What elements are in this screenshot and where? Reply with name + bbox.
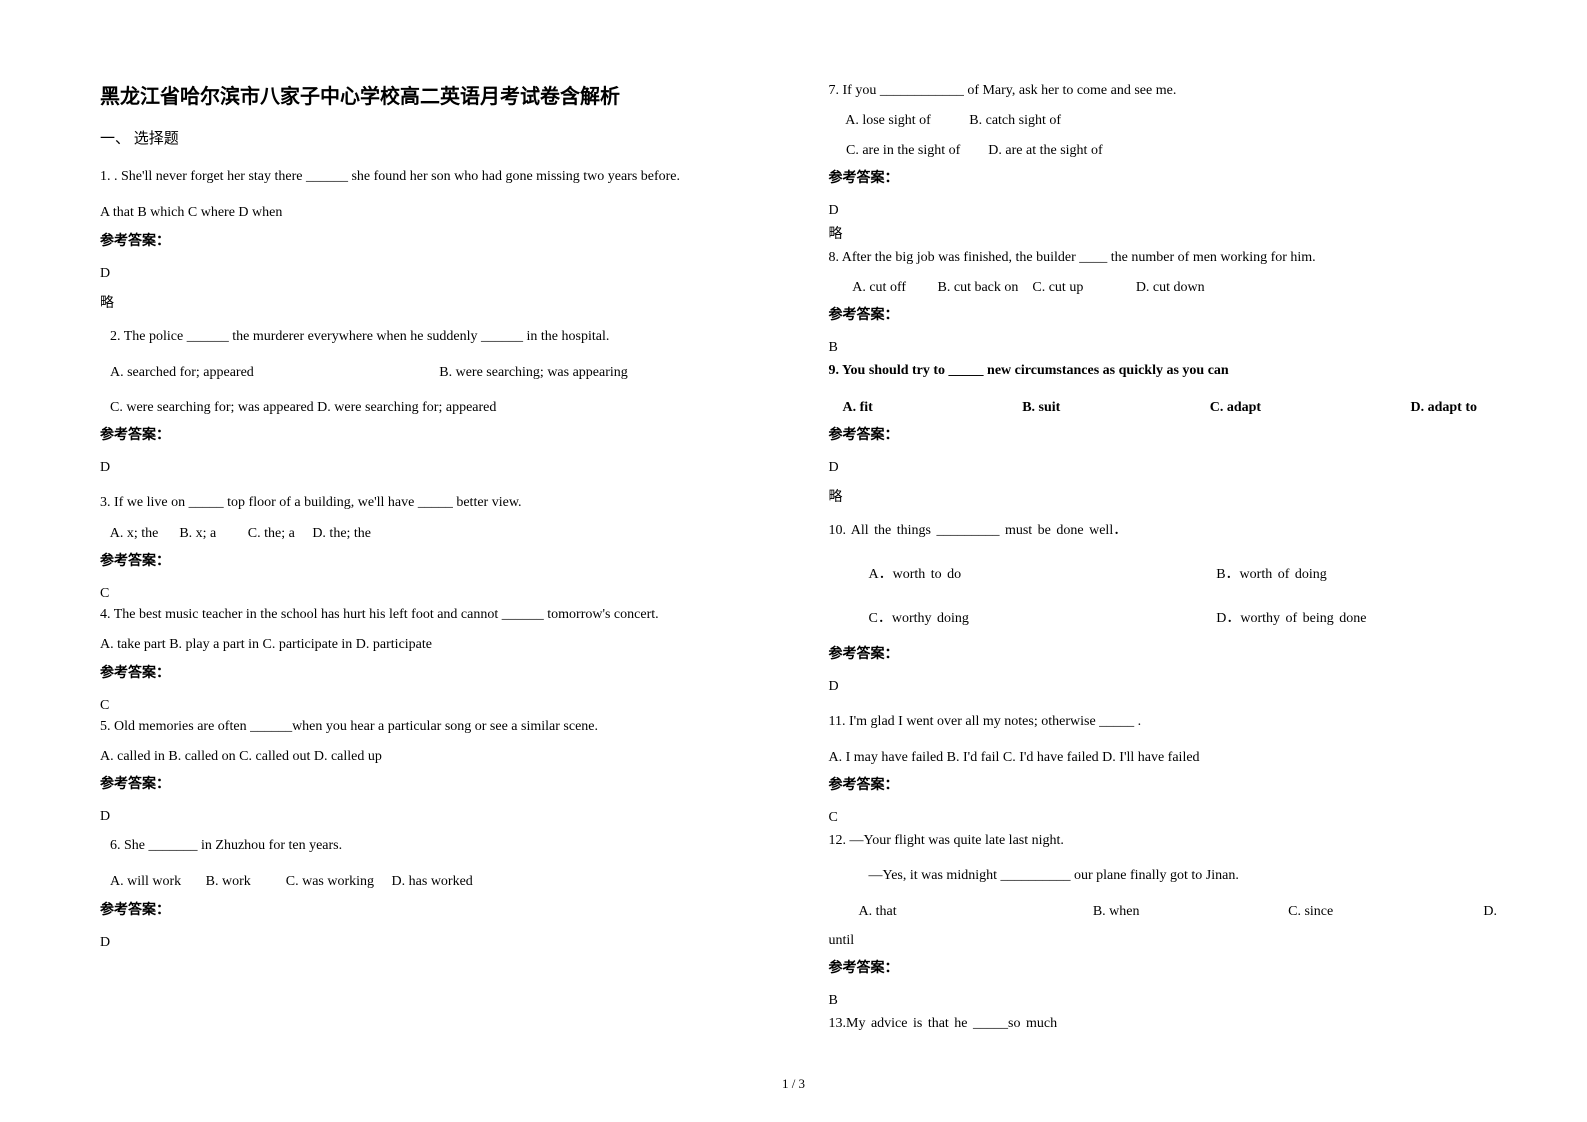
q12-answer: B bbox=[829, 993, 1498, 1009]
answer-label: 参考答案： bbox=[100, 230, 769, 250]
answer-label: 参考答案： bbox=[829, 167, 1498, 187]
q7-note: 略 bbox=[829, 223, 1498, 243]
q10-opt-a: A．worth to do bbox=[829, 562, 1217, 587]
q13-text: 13.My advice is that he _____so much bbox=[829, 1013, 1498, 1035]
q10-options-cd: C．worthy doing D．worthy of being done bbox=[829, 606, 1498, 631]
q2-options-cd: C. were searching for; was appeared D. w… bbox=[100, 395, 769, 420]
q2-opt-b: B. were searching; was appearing bbox=[439, 360, 768, 385]
answer-label: 参考答案： bbox=[100, 899, 769, 919]
q12-options: A. that B. when C. since D. bbox=[829, 899, 1498, 924]
q6-text: 6. She _______ in Zhuzhou for ten years. bbox=[100, 835, 769, 857]
q5-options: A. called in B. called on C. called out … bbox=[100, 744, 769, 769]
q5-text: 5. Old memories are often ______when you… bbox=[100, 716, 769, 738]
q9-opt-b: B. suit bbox=[1022, 395, 1060, 420]
q4-text: 4. The best music teacher in the school … bbox=[100, 604, 769, 626]
answer-label: 参考答案： bbox=[100, 550, 769, 570]
q1-text: 1. . She'll never forget her stay there … bbox=[100, 166, 769, 188]
q11-text: 11. I'm glad I went over all my notes; o… bbox=[829, 711, 1498, 733]
q9-note: 略 bbox=[829, 486, 1498, 506]
q9-options: A. fit B. suit C. adapt D. adapt to bbox=[829, 395, 1498, 420]
q7-options-ab: A. lose sight of B. catch sight of bbox=[829, 108, 1498, 133]
q6-options: A. will work B. work C. was working D. h… bbox=[100, 869, 769, 894]
q9-text: 9. You should try to _____ new circumsta… bbox=[829, 360, 1498, 382]
q12-opt-a: A. that bbox=[859, 899, 1093, 924]
q12-opt-d: D. bbox=[1483, 899, 1497, 924]
answer-label: 参考答案： bbox=[829, 643, 1498, 663]
q1-note: 略 bbox=[100, 292, 769, 312]
left-column: 黑龙江省哈尔滨市八家子中心学校高二英语月考试卷含解析 一、 选择题 1. . S… bbox=[100, 80, 769, 1042]
answer-label: 参考答案： bbox=[829, 957, 1498, 977]
q10-opt-d: D．worthy of being done bbox=[1216, 606, 1366, 631]
right-column: 7. If you ____________ of Mary, ask her … bbox=[829, 80, 1498, 1042]
q11-options: A. I may have failed B. I'd fail C. I'd … bbox=[829, 745, 1498, 770]
answer-label: 参考答案： bbox=[100, 662, 769, 682]
q10-answer: D bbox=[829, 679, 1498, 695]
answer-label: 参考答案： bbox=[100, 773, 769, 793]
q9-opt-d: D. adapt to bbox=[1410, 395, 1477, 420]
q1-options: A that B which C where D when bbox=[100, 200, 769, 225]
q5-answer: D bbox=[100, 809, 769, 825]
q9-opt-c: C. adapt bbox=[1210, 395, 1261, 420]
q6-answer: D bbox=[100, 935, 769, 951]
q8-answer: B bbox=[829, 340, 1498, 356]
q2-answer: D bbox=[100, 460, 769, 476]
q12-opt-b: B. when bbox=[1093, 899, 1288, 924]
q7-text: 7. If you ____________ of Mary, ask her … bbox=[829, 80, 1498, 102]
q9-opt-a: A. fit bbox=[829, 395, 873, 420]
q7-options-cd: C. are in the sight of D. are at the sig… bbox=[829, 138, 1498, 163]
q12-until: until bbox=[829, 928, 1498, 953]
page-number: 1 / 3 bbox=[782, 1076, 805, 1092]
q4-options: A. take part B. play a part in C. partic… bbox=[100, 632, 769, 657]
q4-answer: C bbox=[100, 698, 769, 714]
q9-answer: D bbox=[829, 460, 1498, 476]
q10-options-ab: A．worth to do B．worth of doing bbox=[829, 562, 1498, 587]
answer-label: 参考答案： bbox=[829, 774, 1498, 794]
q12-text1: 12. —Your flight was quite late last nig… bbox=[829, 830, 1498, 852]
page-title: 黑龙江省哈尔滨市八家子中心学校高二英语月考试卷含解析 bbox=[100, 80, 769, 109]
q3-options: A. x; the B. x; a C. the; a D. the; the bbox=[100, 521, 769, 546]
q10-opt-c: C．worthy doing bbox=[829, 606, 1217, 631]
q12-text2: —Yes, it was midnight __________ our pla… bbox=[829, 865, 1498, 887]
q7-answer: D bbox=[829, 203, 1498, 219]
q12-opt-c: C. since bbox=[1288, 899, 1483, 924]
q8-options: A. cut off B. cut back on C. cut up D. c… bbox=[829, 275, 1498, 300]
q2-opt-a: A. searched for; appeared bbox=[110, 360, 439, 385]
q2-options-ab: A. searched for; appeared B. were search… bbox=[100, 360, 769, 385]
q3-answer: C bbox=[100, 586, 769, 602]
q11-answer: C bbox=[829, 810, 1498, 826]
section-header: 一、 选择题 bbox=[100, 127, 769, 148]
q2-text: 2. The police ______ the murderer everyw… bbox=[100, 326, 769, 348]
q1-answer: D bbox=[100, 266, 769, 282]
answer-label: 参考答案： bbox=[829, 304, 1498, 324]
q10-opt-b: B．worth of doing bbox=[1216, 562, 1327, 587]
answer-label: 参考答案： bbox=[829, 424, 1498, 444]
q3-text: 3. If we live on _____ top floor of a bu… bbox=[100, 492, 769, 514]
answer-label: 参考答案： bbox=[100, 424, 769, 444]
q8-text: 8. After the big job was finished, the b… bbox=[829, 247, 1498, 269]
q10-text: 10. All the things _________ must be don… bbox=[829, 520, 1498, 542]
